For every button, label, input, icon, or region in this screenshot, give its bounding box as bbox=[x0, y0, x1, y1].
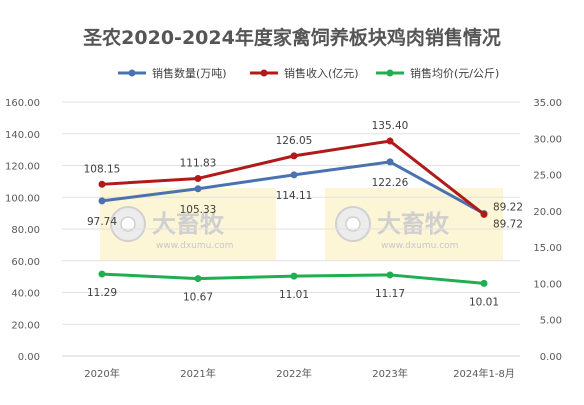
y-left-tick-label: 40.00 bbox=[11, 289, 40, 300]
watermark-url: www.dxumu.com bbox=[381, 241, 458, 251]
data-label: 122.26 bbox=[372, 177, 409, 189]
y-left-tick-label: 60.00 bbox=[11, 257, 40, 268]
legend-label: 销售数量(万吨) bbox=[152, 66, 227, 80]
y-left-tick-label: 80.00 bbox=[11, 225, 40, 236]
x-tick-label: 2024年1-8月 bbox=[453, 367, 515, 380]
y-left-tick-label: 0.00 bbox=[18, 352, 40, 363]
chart-title: 圣农2020-2024年度家禽饲养板块鸡肉销售情况 bbox=[83, 26, 501, 49]
series-marker bbox=[386, 271, 394, 279]
data-label: 89.22 bbox=[493, 201, 523, 213]
legend-marker bbox=[260, 69, 268, 77]
series-marker bbox=[98, 270, 106, 278]
data-label: 114.11 bbox=[276, 190, 313, 202]
y-right-tick-label: 30.00 bbox=[533, 134, 562, 145]
x-tick-label: 2022年 bbox=[276, 367, 311, 380]
y-left-tick-label: 100.00 bbox=[5, 193, 40, 204]
data-label: 10.01 bbox=[469, 296, 499, 308]
data-label: 135.40 bbox=[372, 120, 409, 132]
watermark-layer: 大畜牧 www.dxumu.com 大畜牧 www.dxumu.com bbox=[100, 188, 503, 260]
y-right-tick-label: 5.00 bbox=[540, 316, 562, 327]
data-label: 105.33 bbox=[180, 204, 217, 216]
y-left-tick-label: 20.00 bbox=[11, 320, 40, 331]
series-marker bbox=[98, 197, 106, 205]
watermark-brand: 大畜牧 bbox=[377, 210, 450, 238]
series-marker bbox=[98, 180, 106, 188]
legend-marker bbox=[128, 69, 136, 77]
y-left-tick-label: 120.00 bbox=[5, 162, 40, 173]
series-marker bbox=[194, 185, 202, 193]
series-marker bbox=[290, 152, 298, 160]
series-marker bbox=[194, 275, 202, 283]
watermark-logo-inner bbox=[345, 216, 361, 232]
data-label: 108.15 bbox=[84, 163, 121, 175]
legend-label: 销售收入(亿元) bbox=[284, 66, 359, 80]
data-label: 11.01 bbox=[279, 289, 309, 301]
y-right-tick-label: 25.00 bbox=[533, 171, 562, 182]
series-marker bbox=[480, 210, 488, 218]
series-layer bbox=[98, 137, 488, 287]
y-left-tick-label: 160.00 bbox=[5, 98, 40, 109]
data-label: 11.29 bbox=[87, 287, 117, 299]
data-label-layer: 97.74 105.33 114.11 122.26 89.72 108.15 111.83… bbox=[84, 120, 523, 308]
y-right-tick-label: 10.00 bbox=[533, 279, 562, 290]
data-label: 97.74 bbox=[87, 216, 117, 228]
x-tick-label: 2020年 bbox=[84, 367, 119, 380]
series-marker bbox=[290, 272, 298, 280]
series-marker bbox=[386, 158, 394, 166]
data-label: 89.72 bbox=[493, 219, 523, 231]
watermark-url: www.dxumu.com bbox=[156, 241, 233, 251]
watermark-brand: 大畜牧 bbox=[152, 210, 225, 238]
watermark-logo-inner bbox=[120, 216, 136, 232]
y-left-tick-label: 140.00 bbox=[5, 130, 40, 141]
legend: 销售数量(万吨) 销售收入(亿元) 销售均价(元/公斤) bbox=[118, 66, 499, 80]
data-label: 11.17 bbox=[375, 288, 405, 300]
data-label: 111.83 bbox=[180, 157, 217, 169]
series-marker bbox=[480, 279, 488, 287]
x-tick-label: 2021年 bbox=[180, 367, 215, 380]
y-right-tick-label: 20.00 bbox=[533, 207, 562, 218]
series-marker bbox=[386, 137, 394, 145]
x-tick-label: 2023年 bbox=[372, 367, 407, 380]
y-right-tick-label: 0.00 bbox=[540, 352, 562, 363]
series-marker bbox=[194, 174, 202, 182]
data-label: 10.67 bbox=[183, 292, 213, 304]
y-right-tick-label: 35.00 bbox=[533, 98, 562, 109]
legend-label: 销售均价(元/公斤) bbox=[410, 66, 499, 80]
axis-layer: 0.00 20.00 40.00 60.00 80.00 100.00 120.00 140.… bbox=[5, 98, 562, 380]
data-label: 126.05 bbox=[276, 135, 313, 147]
y-right-tick-label: 15.00 bbox=[533, 243, 562, 254]
legend-marker bbox=[386, 69, 394, 77]
series-marker bbox=[290, 171, 298, 179]
